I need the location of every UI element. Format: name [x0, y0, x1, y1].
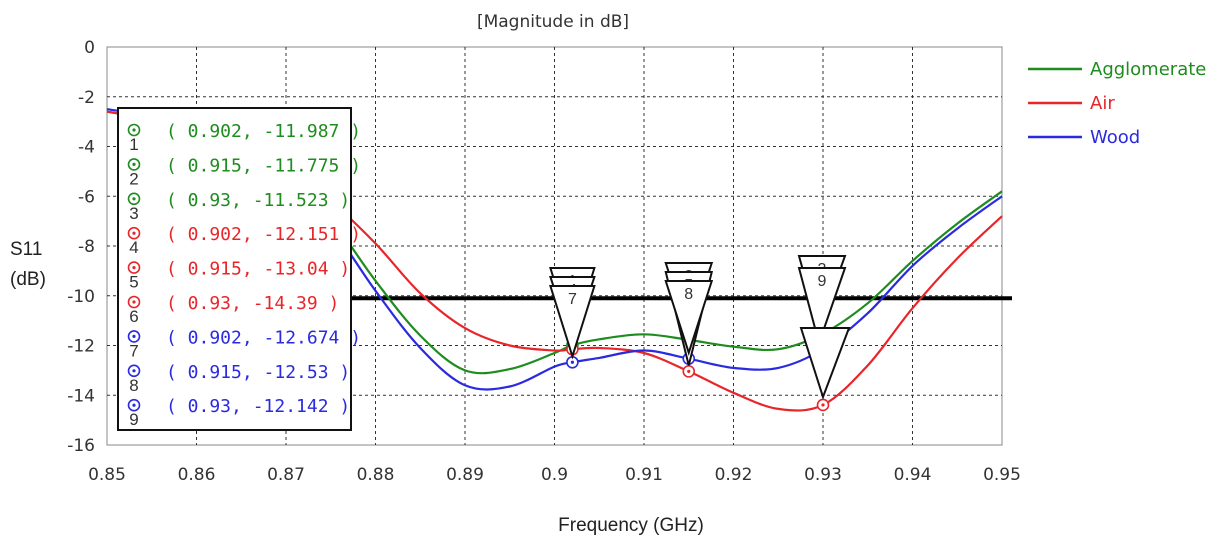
marker-table-value: ( 0.902, -12.674 )	[166, 327, 361, 348]
y-tick-label: -12	[67, 337, 95, 357]
y-tick-label: -6	[78, 187, 95, 207]
marker-point-dot-7	[570, 360, 575, 364]
x-tick-label: 0.95	[983, 465, 1021, 485]
marker-table-index: 1	[129, 135, 138, 154]
marker-table-value: ( 0.93, -14.39 )	[166, 293, 339, 314]
marker-table-index: 8	[129, 376, 138, 395]
marker-point-dot-5	[687, 369, 691, 373]
marker-table-index: 3	[129, 204, 138, 223]
marker-table: 1 ( 0.902, -11.987 ) 2 ( 0.915, -11.775 ) 3 (…	[117, 107, 361, 431]
marker-flag-9	[797, 267, 847, 347]
x-tick-label: 0.85	[88, 465, 126, 485]
marker-table-value: ( 0.93, -11.523 )	[166, 190, 350, 211]
marker-point-dot-6	[821, 403, 825, 407]
axis-ticks: 0.85 0.86 0.87 0.88 0.89 0.9 0.91 0.92 0.93 0.94 0…	[67, 38, 1021, 485]
x-tick-label: 0.94	[894, 465, 932, 485]
marker-table-index: 6	[129, 307, 138, 326]
x-tick-label: 0.93	[804, 465, 842, 485]
marker-triangles: 14725839	[549, 255, 851, 400]
y-tick-label: -16	[67, 436, 95, 456]
marker-table-index: 7	[129, 341, 138, 360]
marker-table-index: 4	[129, 238, 138, 257]
legend-label: Wood	[1090, 127, 1140, 148]
marker-table-frame	[117, 107, 352, 431]
marker-flag-7	[549, 285, 596, 360]
marker-table-value: ( 0.915, -13.04 )	[166, 259, 350, 280]
y-axis-label-line-2: (dB)	[10, 269, 46, 290]
marker-flag-7-label: 7	[568, 291, 577, 308]
x-tick-label: 0.9	[541, 465, 568, 485]
marker-table-value: ( 0.93, -12.142 )	[166, 396, 350, 417]
marker-table-index: 9	[129, 410, 138, 429]
grid	[107, 47, 1002, 445]
legend-label: Agglomerate	[1090, 59, 1206, 80]
marker-table-value: ( 0.902, -11.987 )	[166, 121, 361, 142]
marker-table-index: 2	[129, 169, 138, 188]
y-tick-label: -14	[67, 386, 95, 406]
marker-table-icon-dot	[132, 369, 136, 373]
marker-table-icon-dot	[132, 266, 136, 270]
x-axis-label: Frequency (GHz)	[558, 515, 704, 536]
marker-table-value: ( 0.915, -11.775 )	[166, 155, 361, 176]
marker-table-icon-dot	[132, 128, 136, 132]
x-tick-label: 0.86	[178, 465, 216, 485]
marker-table-icon-dot	[132, 334, 136, 338]
legend-label: Air	[1090, 93, 1115, 114]
x-tick-label: 0.91	[625, 465, 663, 485]
marker-table-value: ( 0.902, -12.151 )	[166, 224, 361, 245]
marker-flag-6	[799, 327, 851, 400]
marker-table-icon-dot	[132, 197, 136, 201]
marker-table-index: 5	[129, 273, 138, 292]
marker-table-icon-dot	[132, 300, 136, 304]
marker-table-icon-dot	[132, 162, 136, 166]
legend: Agglomerate Air Wood	[1028, 59, 1206, 148]
marker-table-icon-dot	[132, 403, 136, 407]
y-tick-label: -8	[78, 237, 95, 257]
marker-flag-8	[664, 280, 714, 356]
y-tick-label: -2	[78, 88, 95, 108]
marker-flag-8-label: 8	[684, 286, 693, 303]
marker-flag-9-label: 9	[818, 273, 827, 290]
x-tick-label: 0.92	[715, 465, 753, 485]
y-axis-label-line-1: S11	[10, 239, 42, 260]
x-tick-label: 0.88	[357, 465, 395, 485]
y-tick-label: -10	[67, 287, 95, 307]
chart-title: [Magnitude in dB]	[477, 12, 629, 32]
y-tick-label: -4	[78, 138, 95, 158]
x-tick-label: 0.89	[446, 465, 484, 485]
x-tick-label: 0.87	[267, 465, 305, 485]
marker-table-icon-dot	[132, 231, 136, 235]
marker-table-value: ( 0.915, -12.53 )	[166, 362, 350, 383]
y-tick-label: 0	[84, 38, 95, 58]
